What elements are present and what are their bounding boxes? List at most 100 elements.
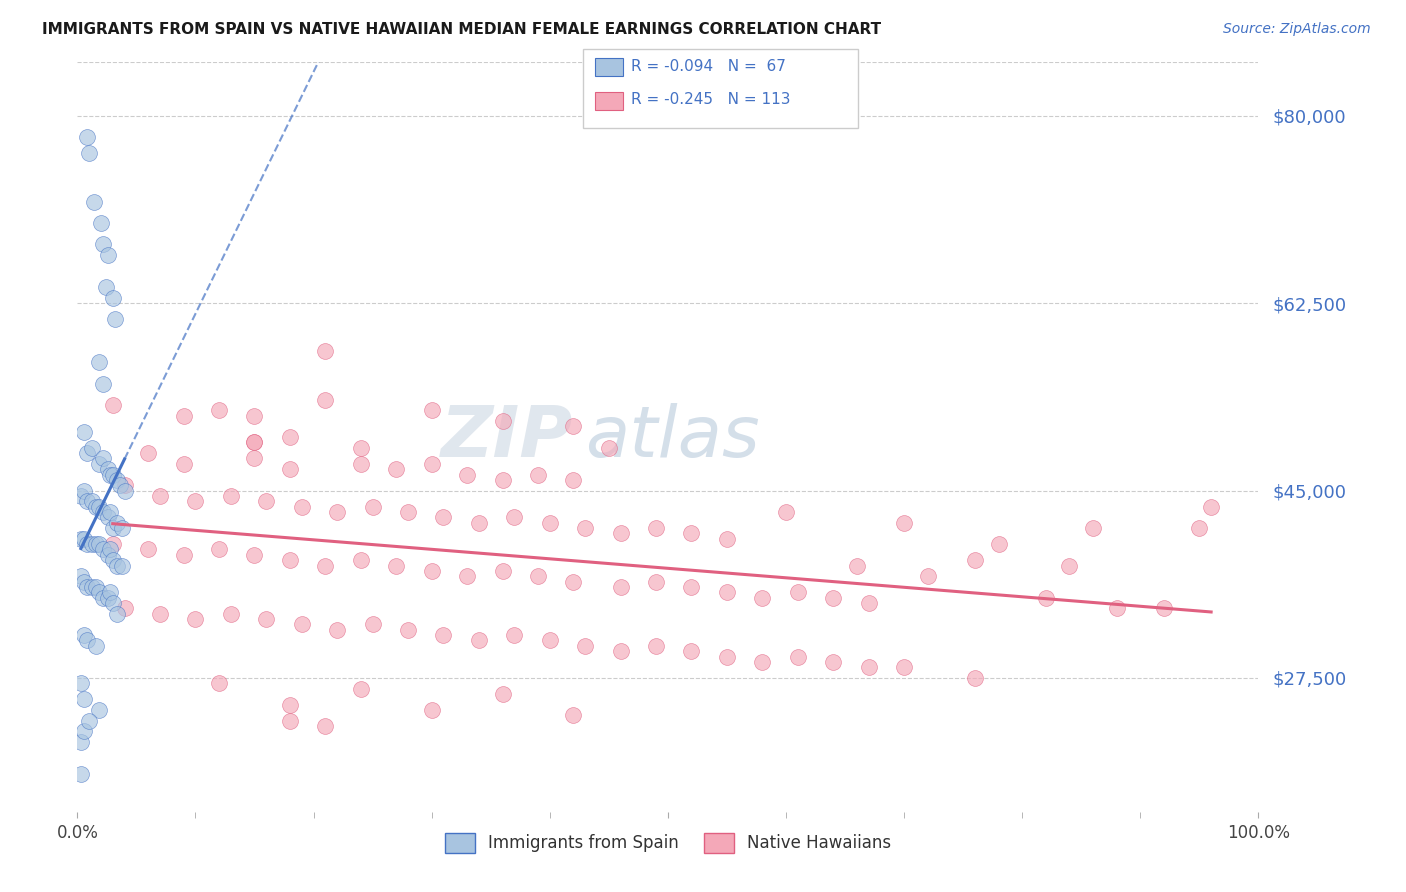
Text: IMMIGRANTS FROM SPAIN VS NATIVE HAWAIIAN MEDIAN FEMALE EARNINGS CORRELATION CHAR: IMMIGRANTS FROM SPAIN VS NATIVE HAWAIIAN… (42, 22, 882, 37)
Point (73, 574, 96, 589)
Point (84, 580, 107, 594)
Point (326, 623, 349, 637)
Point (173, 457, 195, 471)
Point (420, 564, 443, 578)
Point (291, 500, 314, 514)
Point (278, 430, 301, 444)
Point (609, 526, 631, 541)
Point (80, 441, 103, 455)
Point (716, 532, 738, 546)
Point (350, 681, 373, 696)
Point (254, 494, 277, 508)
Point (278, 553, 301, 567)
Point (73, 628, 96, 642)
Point (538, 633, 561, 648)
Point (491, 473, 513, 487)
Point (254, 612, 277, 626)
Point (111, 558, 134, 573)
Point (681, 580, 703, 594)
Point (278, 698, 301, 712)
Point (963, 671, 986, 685)
Point (1188, 521, 1211, 535)
Point (91, 542, 114, 557)
Point (361, 500, 384, 514)
Point (314, 344, 336, 359)
Point (101, 537, 124, 551)
Legend: Immigrants from Spain, Native Hawaiians: Immigrants from Spain, Native Hawaiians (437, 826, 898, 860)
Point (1153, 601, 1175, 615)
Point (503, 510, 526, 524)
Point (97, 548, 120, 562)
Point (94, 280, 117, 294)
Point (598, 441, 620, 455)
Point (751, 655, 773, 669)
Point (77, 146, 100, 161)
Point (100, 585, 122, 599)
Point (73, 692, 96, 706)
Point (786, 585, 808, 599)
Text: ZIP: ZIP (441, 402, 574, 472)
Point (91, 505, 114, 519)
Point (314, 558, 336, 573)
Point (107, 516, 129, 530)
Point (1105, 601, 1128, 615)
Text: R = -0.094   N =  67: R = -0.094 N = 67 (631, 59, 786, 73)
Point (107, 558, 129, 573)
Point (1081, 521, 1104, 535)
Point (97, 510, 120, 524)
Point (100, 542, 122, 557)
Point (350, 441, 373, 455)
Point (111, 521, 134, 535)
Point (87, 537, 110, 551)
Point (681, 526, 703, 541)
Point (491, 414, 513, 428)
Point (91, 451, 114, 466)
Point (893, 516, 915, 530)
Point (314, 392, 336, 407)
Point (845, 558, 868, 573)
Point (100, 505, 122, 519)
Point (73, 724, 96, 739)
Point (87, 703, 110, 717)
Point (963, 553, 986, 567)
Point (91, 376, 114, 391)
Point (456, 569, 478, 583)
Point (70, 767, 93, 781)
Point (83, 194, 105, 209)
Point (609, 644, 631, 658)
Point (1059, 558, 1081, 573)
Point (893, 660, 915, 674)
Point (716, 649, 738, 664)
Point (101, 553, 124, 567)
Point (76, 130, 98, 145)
Point (468, 633, 491, 648)
Point (70, 489, 93, 503)
Point (136, 542, 159, 557)
Point (104, 312, 127, 326)
Point (97, 462, 120, 476)
Point (538, 516, 561, 530)
Point (278, 462, 301, 476)
Text: Source: ZipAtlas.com: Source: ZipAtlas.com (1223, 22, 1371, 37)
Point (361, 617, 384, 632)
Point (101, 398, 124, 412)
Point (100, 467, 122, 482)
Point (219, 489, 242, 503)
Point (70, 735, 93, 749)
Point (84, 537, 107, 551)
Point (385, 462, 408, 476)
Point (184, 612, 207, 626)
Text: atlas: atlas (585, 402, 759, 472)
Point (503, 628, 526, 642)
Point (609, 580, 631, 594)
Point (97, 248, 120, 262)
Point (80, 494, 103, 508)
Point (208, 676, 231, 690)
Point (645, 639, 668, 653)
Point (149, 489, 172, 503)
Point (73, 532, 96, 546)
Point (76, 580, 98, 594)
Point (350, 457, 373, 471)
Point (987, 537, 1010, 551)
Point (858, 660, 880, 674)
